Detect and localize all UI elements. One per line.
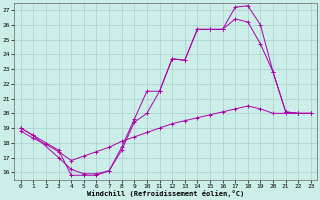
X-axis label: Windchill (Refroidissement éolien,°C): Windchill (Refroidissement éolien,°C)	[87, 190, 244, 197]
